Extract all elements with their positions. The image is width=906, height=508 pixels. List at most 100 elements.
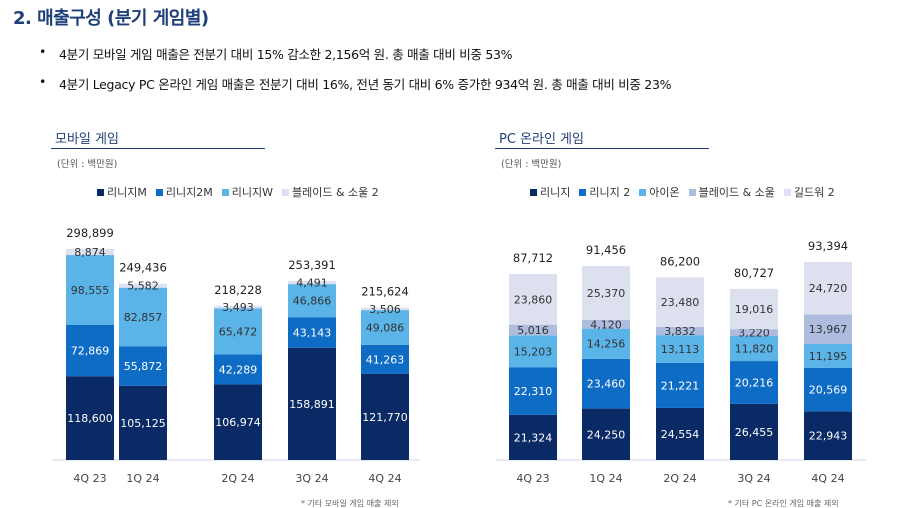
mobile-bar-segment [288, 317, 336, 348]
pc-bar-segment [509, 414, 557, 460]
pc-segment-label: 23,480 [661, 296, 700, 309]
pc-legend-label: 길드워 2 [793, 186, 835, 199]
mobile-segment-label: 8,874 [74, 246, 106, 259]
pc-bar-segment [509, 324, 557, 336]
mobile-bar-segment [119, 287, 167, 347]
page-title: 2. 매출구성 (분기 게임별) [13, 8, 209, 29]
mobile-legend-label: 리니지M [107, 186, 147, 199]
mobile-segment-label: 98,555 [71, 284, 110, 297]
mobile-legend-item: 블레이드 & 소울 2 [281, 184, 379, 200]
mobile-bar-segment [361, 344, 409, 374]
mobile-bar-segment [361, 307, 409, 311]
bullet-dot: • [39, 74, 47, 89]
pc-segment-label: 21,324 [514, 431, 553, 444]
mobile-category-label: 4Q 24 [368, 472, 401, 485]
mobile-legend-swatch [97, 188, 104, 196]
mobile-bar-segment [214, 305, 262, 309]
mobile-legend-label: 리니지2M [165, 186, 213, 199]
mobile-bar-segment [66, 255, 114, 325]
pc-bar-segment [804, 367, 852, 412]
mobile-segment-label: 121,770 [362, 411, 408, 424]
mobile-segment-label: 158,891 [289, 398, 335, 411]
pc-segment-label: 21,221 [661, 379, 700, 392]
mobile-legend-item: 리니지2M [155, 184, 213, 200]
pc-bar-segment [730, 288, 778, 330]
pc-bar-segment [804, 262, 852, 315]
mobile-footnote: * 기타 모바일 게임 매출 제외 [301, 499, 399, 508]
pc-segment-label: 26,455 [735, 426, 774, 439]
pc-segment-label: 3,832 [664, 325, 696, 338]
mobile-legend-item: 리니지W [221, 184, 273, 200]
pc-bar-segment [804, 411, 852, 460]
pc-bar-segment [509, 367, 557, 415]
mobile-bar-segment [214, 384, 262, 460]
mobile-total-label: 298,899 [66, 226, 114, 240]
pc-segment-label: 24,720 [809, 282, 848, 295]
pc-legend-label: 블레이드 & 소울 [698, 186, 775, 199]
pc-total-label: 93,394 [808, 239, 848, 253]
pc-segment-label: 3,220 [738, 327, 770, 340]
mobile-segment-label: 106,974 [215, 416, 261, 429]
mobile-total-label: 215,624 [361, 285, 409, 299]
mobile-bar-segment [214, 354, 262, 385]
pc-bar-segment [656, 277, 704, 328]
pc-segment-label: 23,860 [514, 293, 553, 306]
mobile-category-label: 2Q 24 [221, 472, 254, 485]
mobile-legend-label: 리니지W [231, 186, 273, 199]
pc-bar-segment [582, 319, 630, 329]
pc-legend: 리니지 리니지 2 아이온 블레이드 & 소울 길드워 2 [530, 184, 844, 200]
pc-total-label: 87,712 [513, 251, 553, 265]
pc-legend-label: 아이온 [649, 186, 680, 199]
mobile-legend-swatch [221, 188, 229, 196]
mobile-segment-label: 3,506 [369, 303, 401, 316]
mobile-bar-segment [288, 284, 336, 318]
mobile-segment-label: 55,872 [124, 360, 163, 373]
pc-category-label: 3Q 24 [737, 472, 770, 485]
pc-segment-label: 23,460 [587, 378, 626, 391]
pc-segment-label: 13,967 [809, 323, 848, 336]
mobile-segment-label: 82,857 [124, 311, 163, 324]
mobile-total-label: 253,391 [288, 258, 336, 272]
pc-segment-label: 22,943 [809, 430, 848, 443]
mobile-bar-segment [119, 283, 167, 288]
pc-legend-item: 블레이드 & 소울 [688, 184, 775, 200]
mobile-segment-label: 43,143 [293, 326, 332, 339]
mobile-legend-item: 리니지M [97, 184, 147, 200]
mobile-segment-label: 46,866 [293, 295, 332, 308]
mobile-segment-label: 5,582 [127, 280, 159, 293]
bullet-text: 4분기 Legacy PC 온라인 게임 매출은 전분기 대비 16%, 전년 … [59, 77, 672, 92]
mobile-legend-swatch [155, 188, 163, 196]
pc-total-label: 86,200 [660, 254, 700, 268]
mobile-bar-segment [119, 385, 167, 460]
pc-bar-segment [730, 403, 778, 460]
pc-bar-segment [509, 274, 557, 325]
mobile-legend-label: 블레이드 & 소울 2 [291, 186, 379, 199]
pc-bar-segment [582, 266, 630, 320]
pc-segment-label: 24,250 [587, 428, 626, 441]
mobile-category-label: 3Q 24 [295, 472, 328, 485]
pc-bar-segment [656, 362, 704, 408]
pc-legend-label: 리니지 2 [589, 186, 631, 199]
pc-category-label: 4Q 24 [811, 472, 844, 485]
pc-segment-label: 15,203 [514, 345, 553, 358]
pc-segment-label: 13,113 [661, 343, 700, 356]
mobile-bar-segment [66, 376, 114, 460]
pc-legend-swatch [530, 188, 537, 196]
pc-legend-swatch [579, 188, 587, 196]
pc-segment-label: 24,554 [661, 428, 700, 441]
pc-category-label: 1Q 24 [589, 472, 622, 485]
mobile-segment-label: 49,086 [366, 321, 405, 334]
pc-segment-label: 4,120 [590, 318, 622, 331]
mobile-bar-segment [361, 373, 409, 460]
pc-segment-label: 5,016 [517, 324, 549, 337]
pc-bar-segment [804, 344, 852, 368]
pc-bar-segment [582, 358, 630, 409]
pc-segment-label: 11,195 [809, 350, 848, 363]
mobile-bar-segment [66, 248, 114, 256]
pc-chart-title: PC 온라인 게임 [499, 132, 584, 147]
pc-legend-swatch [783, 188, 791, 196]
pc-legend-item: 리니지 2 [579, 184, 630, 200]
pc-segment-label: 11,820 [735, 343, 774, 356]
mobile-segment-label: 41,263 [366, 353, 405, 366]
